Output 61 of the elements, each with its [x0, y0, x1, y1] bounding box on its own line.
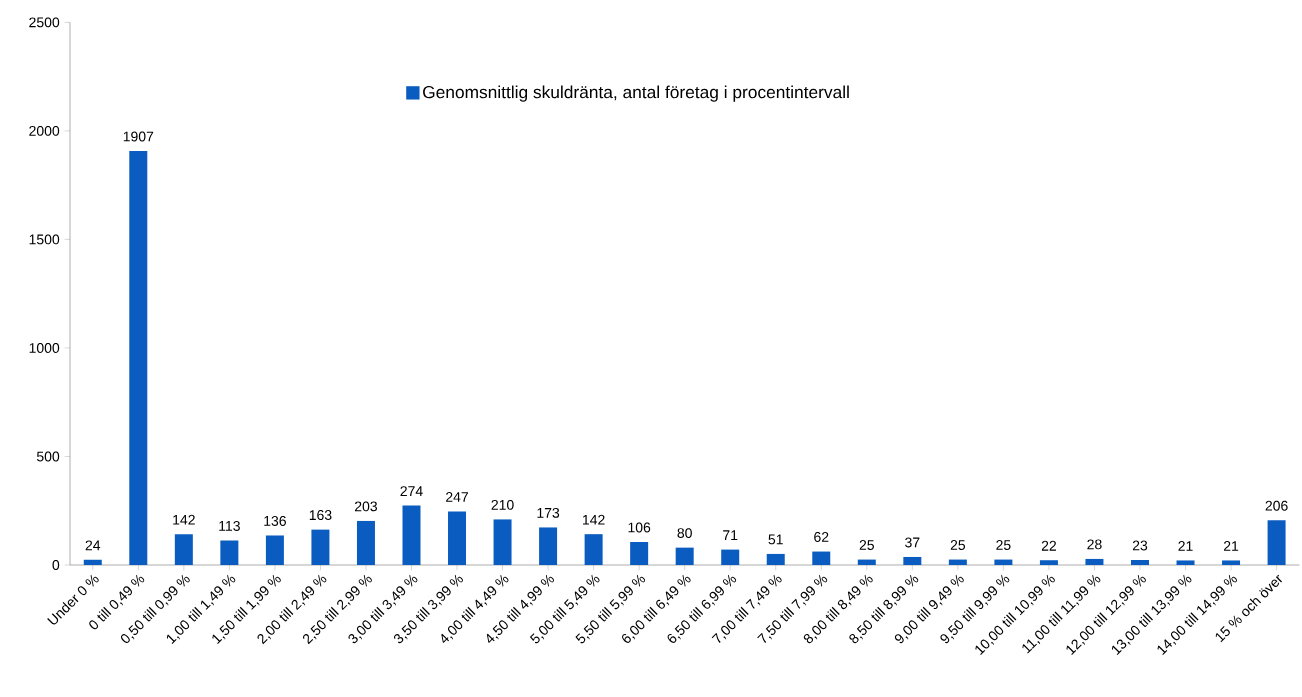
bar [174, 534, 193, 565]
data-label: 206 [1265, 500, 1288, 511]
y-tick-label: 0 [52, 560, 60, 570]
data-label: 142 [583, 514, 605, 525]
bar [493, 519, 512, 565]
bar [83, 559, 102, 565]
data-label: 136 [264, 515, 286, 526]
bar [675, 547, 694, 565]
data-label: 25 [950, 540, 966, 550]
data-label: 21 [1178, 541, 1193, 551]
data-label: 274 [400, 486, 423, 496]
y-tick-label: 2500 [29, 17, 60, 28]
bar [857, 559, 876, 565]
bar [311, 529, 330, 565]
data-label: 62 [814, 532, 829, 542]
data-label: 22 [1041, 540, 1056, 551]
data-label: 163 [309, 510, 332, 521]
data-label: 51 [768, 534, 783, 545]
bar [948, 559, 967, 565]
y-tick-label: 1500 [29, 234, 60, 245]
data-label: 210 [491, 499, 514, 510]
bar [1176, 560, 1195, 565]
data-label: 24 [85, 540, 101, 551]
bar [129, 151, 148, 565]
data-label: 28 [1087, 539, 1102, 550]
data-label: 80 [677, 528, 692, 539]
data-label: 203 [354, 501, 378, 512]
bar [812, 551, 831, 565]
bar [721, 549, 740, 565]
bar [903, 556, 922, 565]
bar [1039, 560, 1058, 565]
bar [584, 534, 603, 565]
y-tick-label: 2000 [29, 125, 60, 136]
data-label: 173 [537, 507, 560, 518]
bar [265, 535, 284, 565]
bar [539, 527, 558, 565]
bar [220, 540, 239, 565]
data-label: 247 [446, 492, 468, 502]
data-label: 142 [173, 514, 195, 525]
y-tick-label: 500 [36, 451, 60, 462]
bar [766, 553, 785, 565]
legend-label: Genomsnittlig skuldränta, antal företag i procentintervall [423, 85, 849, 102]
bar [630, 541, 649, 565]
data-label: 25 [859, 540, 874, 550]
bar [1267, 520, 1286, 565]
bar [994, 559, 1013, 565]
data-label: 71 [723, 530, 738, 540]
data-label: 37 [905, 537, 920, 548]
data-label: 1907 [123, 131, 154, 142]
data-label: 106 [628, 522, 651, 533]
bar [1222, 560, 1241, 565]
bar [1085, 558, 1104, 565]
bar [1130, 560, 1149, 565]
data-label: 25 [996, 540, 1011, 550]
bar [356, 520, 375, 565]
data-label: 21 [1223, 541, 1239, 551]
data-label: 113 [219, 520, 240, 531]
bar [402, 505, 421, 565]
y-tick-label: 1000 [29, 342, 60, 353]
data-label: 23 [1132, 540, 1148, 551]
bar [448, 511, 467, 565]
